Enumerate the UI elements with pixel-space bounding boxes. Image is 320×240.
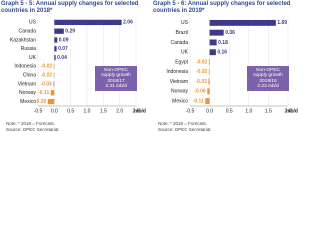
bar — [205, 98, 210, 105]
category-label: Mexico — [20, 99, 36, 105]
bar — [54, 54, 56, 61]
chart: -0.5 0.0 0.5 1.0 1.5 2.0 2.5 US 2.06 Canada 0.29 Ka… — [10, 18, 146, 114]
bar — [54, 19, 122, 26]
value-label: -0.02 — [196, 69, 208, 75]
annotation-line: supply growth — [253, 73, 283, 79]
note: Note: * 2019 = Forecast. — [158, 121, 207, 126]
bar — [208, 78, 210, 85]
x-tick-label: 2.0 — [116, 108, 123, 114]
x-tick-label: 1.5 — [100, 108, 107, 114]
category-label: Norway — [171, 89, 188, 95]
bar — [209, 29, 224, 36]
bar — [54, 37, 58, 43]
category-label: Norway — [19, 90, 36, 96]
bar — [54, 28, 64, 34]
category-label: UK — [181, 50, 189, 56]
bar — [47, 98, 55, 105]
category-label: Canada — [170, 40, 188, 46]
note: Note: * 2018 = Forecast. — [6, 121, 55, 126]
value-label: -0.03 — [40, 81, 52, 87]
value-label: -0.02 — [41, 73, 53, 79]
annotation-line: 2.31 mb/d — [105, 84, 127, 90]
annotation-box: Non-OPEC supply growth 2019/18 2.23 mb/d — [247, 66, 289, 92]
category-label: China — [23, 73, 36, 79]
x-tick-label: 1.0 — [84, 108, 91, 114]
category-label: Mexico — [172, 98, 188, 104]
value-label: 0.36 — [225, 30, 235, 36]
category-label: UK — [29, 55, 37, 61]
value-label: 0.04 — [57, 55, 67, 61]
value-label: -0.02 — [41, 64, 53, 70]
bar — [209, 19, 276, 26]
category-label: Brazil — [175, 30, 188, 36]
chart: -0.5 0.0 0.5 1.0 1.5 2.0 US 1.69 Brazil 0.36 Canad… — [166, 18, 298, 114]
x-tick-label: 0.5 — [226, 108, 233, 114]
bar — [209, 39, 217, 46]
x-tick-label: 1.5 — [265, 108, 272, 114]
bar — [53, 72, 55, 78]
value-label: 0.09 — [59, 37, 69, 43]
value-label: -0.11 — [193, 98, 204, 104]
bar — [208, 68, 210, 75]
category-label: Russia — [21, 46, 37, 52]
x-axis-label: mb/d — [134, 108, 146, 114]
annotation-line: supply growth — [101, 73, 131, 79]
annotation-line: Non-OPEC — [104, 67, 128, 73]
chart-title: Graph 5 - 6: Annual supply changes for s… — [153, 1, 291, 14]
value-label: 0.29 — [65, 29, 75, 35]
value-label: -0.06 — [194, 89, 206, 95]
x-tick-label: -0.5 — [186, 108, 195, 114]
x-tick-label: 0.0 — [51, 108, 58, 114]
annotation-line: 2.23 mb/d — [257, 84, 279, 90]
bar — [209, 49, 216, 56]
annotation-line: 2019/18 — [259, 78, 277, 84]
value-label: 1.69 — [277, 20, 287, 26]
value-label: -0.11 — [38, 90, 49, 96]
chart-panel: Graph 5 - 5: Annual supply changes for s… — [0, 0, 148, 141]
annotation-line: Non-OPEC — [256, 67, 280, 73]
category-label: Vietnam — [170, 79, 188, 85]
category-label: Kazakhstan — [10, 37, 36, 43]
chart-title: Graph 5 - 5: Annual supply changes for s… — [1, 1, 139, 14]
source: Source: OPEC Secretariat. — [158, 127, 212, 132]
bar — [207, 88, 210, 95]
value-label: 0.07 — [58, 46, 68, 52]
value-label: 0.16 — [217, 50, 227, 56]
x-tick-label: 0.5 — [67, 108, 74, 114]
category-label: US — [29, 20, 37, 26]
bar — [54, 46, 57, 52]
page: Graph 5 - 5: Annual supply changes for s… — [0, 0, 300, 141]
chart-panel: Graph 5 - 6: Annual supply changes for s… — [152, 0, 300, 141]
bar — [53, 63, 55, 70]
category-label: US — [181, 20, 189, 26]
category-label: Canada — [18, 29, 36, 35]
x-tick-label: 2.0 — [285, 108, 292, 114]
bar — [53, 81, 55, 87]
value-label: -0.03 — [196, 79, 208, 85]
value-label: 0.18 — [218, 40, 228, 46]
x-axis-label: mb/d — [286, 108, 298, 114]
value-label: 2.06 — [123, 20, 133, 26]
x-tick-label: 0.0 — [206, 108, 213, 114]
bar — [50, 90, 55, 96]
value-label: -0.20 — [35, 99, 47, 105]
x-tick-label: 2.5 — [133, 108, 140, 114]
category-label: Vietnam — [18, 81, 36, 87]
category-label: Indonesia — [14, 64, 36, 70]
x-tick-label: 1.0 — [245, 108, 252, 114]
bar — [208, 59, 210, 65]
value-label: -0.02 — [196, 59, 208, 65]
source: Source: OPEC Secretariat. — [6, 127, 60, 132]
category-label: Egypt — [175, 59, 188, 65]
category-label: Indonesia — [166, 69, 188, 75]
x-tick-label: -0.5 — [34, 108, 43, 114]
annotation-box: Non-OPEC supply growth 2018/17 2.31 mb/d — [95, 66, 137, 92]
annotation-line: 2018/17 — [107, 78, 125, 84]
